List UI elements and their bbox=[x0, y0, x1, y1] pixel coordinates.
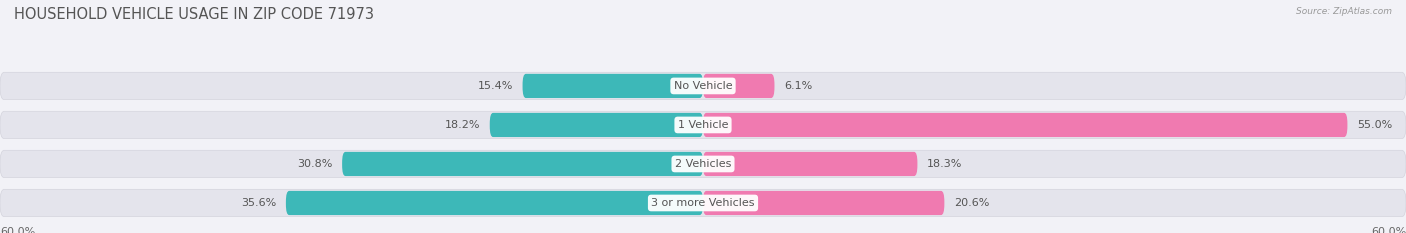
Text: 2 Vehicles: 2 Vehicles bbox=[675, 159, 731, 169]
Text: 60.0%: 60.0% bbox=[0, 227, 35, 233]
FancyBboxPatch shape bbox=[703, 113, 1347, 137]
Text: HOUSEHOLD VEHICLE USAGE IN ZIP CODE 71973: HOUSEHOLD VEHICLE USAGE IN ZIP CODE 7197… bbox=[14, 7, 374, 22]
FancyBboxPatch shape bbox=[703, 74, 775, 98]
FancyBboxPatch shape bbox=[523, 74, 703, 98]
FancyBboxPatch shape bbox=[489, 113, 703, 137]
FancyBboxPatch shape bbox=[703, 191, 945, 215]
FancyBboxPatch shape bbox=[342, 152, 703, 176]
Text: 60.0%: 60.0% bbox=[1371, 227, 1406, 233]
FancyBboxPatch shape bbox=[0, 72, 1406, 99]
FancyBboxPatch shape bbox=[0, 189, 1406, 217]
Text: Source: ZipAtlas.com: Source: ZipAtlas.com bbox=[1296, 7, 1392, 16]
FancyBboxPatch shape bbox=[703, 152, 917, 176]
FancyBboxPatch shape bbox=[285, 191, 703, 215]
Text: 30.8%: 30.8% bbox=[298, 159, 333, 169]
FancyBboxPatch shape bbox=[0, 150, 1406, 178]
Text: 18.3%: 18.3% bbox=[927, 159, 962, 169]
Text: 18.2%: 18.2% bbox=[444, 120, 481, 130]
FancyBboxPatch shape bbox=[0, 111, 1406, 139]
Text: No Vehicle: No Vehicle bbox=[673, 81, 733, 91]
Text: 20.6%: 20.6% bbox=[953, 198, 988, 208]
Text: 6.1%: 6.1% bbox=[785, 81, 813, 91]
Text: 15.4%: 15.4% bbox=[478, 81, 513, 91]
Text: 35.6%: 35.6% bbox=[242, 198, 277, 208]
Text: 55.0%: 55.0% bbox=[1357, 120, 1392, 130]
Text: 1 Vehicle: 1 Vehicle bbox=[678, 120, 728, 130]
Text: 3 or more Vehicles: 3 or more Vehicles bbox=[651, 198, 755, 208]
